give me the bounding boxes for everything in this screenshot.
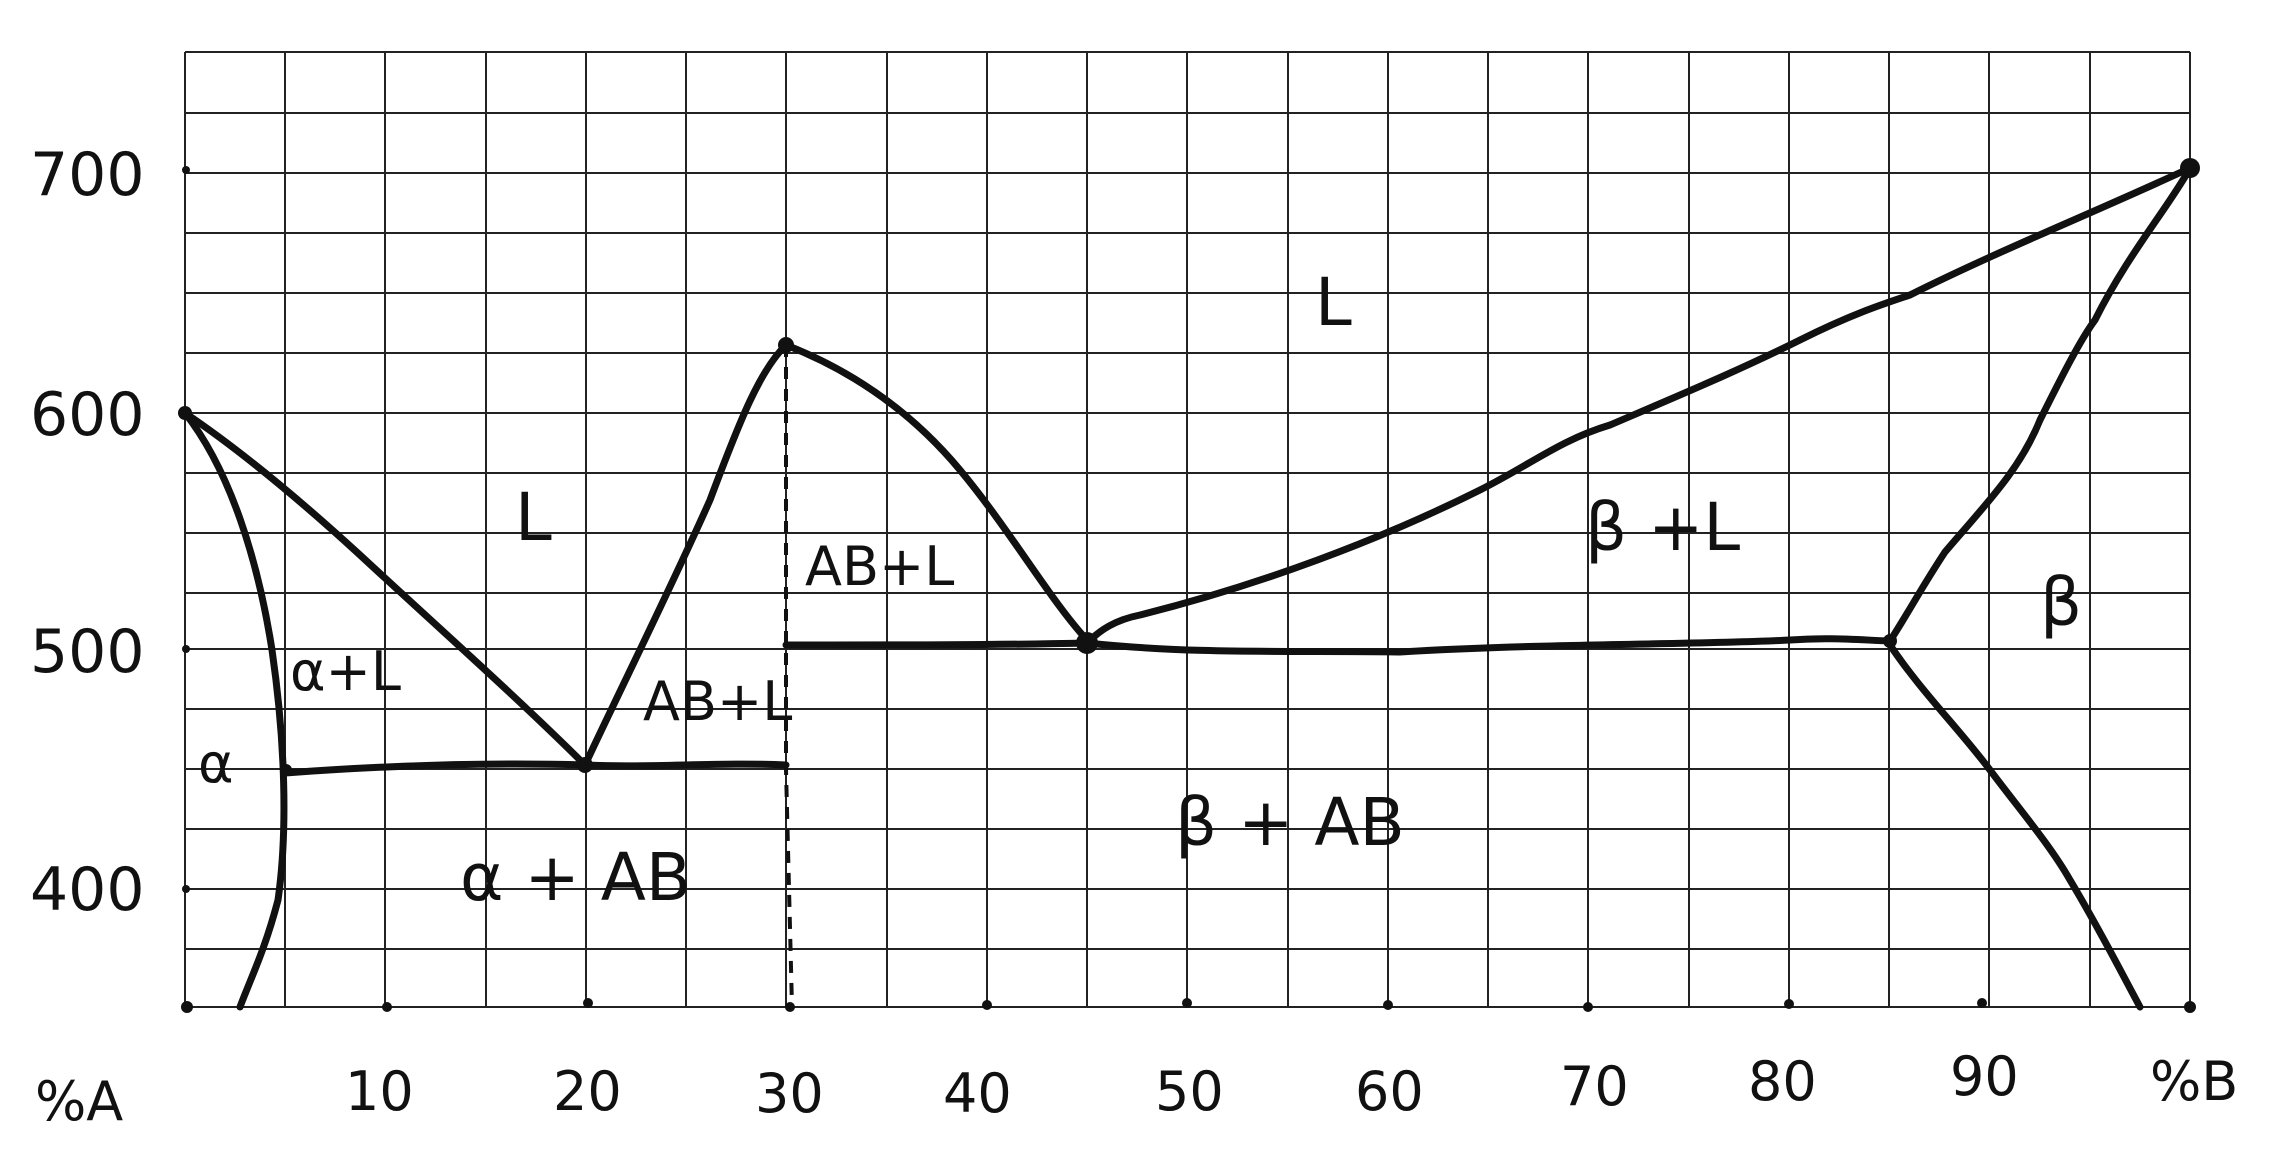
y-tick-label: 700: [30, 140, 145, 210]
eutectic-point-2: [1076, 632, 1098, 654]
y-tick-label: 400: [30, 855, 145, 925]
alpha-solvus-curve: [181, 409, 288, 1011]
x-axis-labels: %A 10 20 30 40 50 60 70 80 90 %B: [35, 1045, 2238, 1133]
region-label-alpha-liquid: α+L: [290, 640, 401, 703]
x-tick-label: 80: [1748, 1050, 1817, 1113]
region-label-beta-ab: β + AB: [1175, 784, 1405, 861]
y-axis-labels: 700 600 500 400: [30, 140, 145, 925]
melting-point-b: [2180, 158, 2200, 178]
ab-compound-line: [784, 345, 794, 1008]
key-points: [178, 158, 2200, 776]
region-label-beta-liquid: β +L: [1585, 489, 1740, 566]
alpha-solubility-point: [280, 764, 292, 776]
liquidus-ab-right-curve: [782, 341, 1091, 644]
region-label-beta: β: [2040, 564, 2082, 641]
eutectic-2-line: [782, 635, 1894, 656]
region-labels: L L α+L α α + AB AB+L AB+L β +L β β + AB: [198, 264, 2082, 916]
x-tick-label: 90: [1950, 1045, 2019, 1108]
melting-point-ab: [778, 337, 794, 353]
beta-solvus-curve: [1886, 641, 2144, 1011]
phase-boundaries: [181, 164, 2194, 1011]
region-label-ab-liquid: AB+L: [805, 535, 954, 598]
region-label-liquid: L: [1315, 264, 1352, 341]
x-tick-label: 50: [1155, 1060, 1224, 1123]
y-tick-label: 600: [30, 380, 145, 450]
x-tick-label: 10: [345, 1060, 414, 1123]
y-tick-label: 500: [30, 617, 145, 687]
x-axis-left-label: %A: [35, 1070, 123, 1133]
x-tick-label: 40: [943, 1062, 1012, 1125]
region-label-liquid: L: [515, 479, 552, 556]
x-tick-label: 30: [755, 1062, 824, 1125]
x-tick-label: 20: [553, 1060, 622, 1123]
region-label-ab-liquid: AB+L: [643, 670, 792, 733]
beta-solidus-curve: [1886, 164, 2194, 645]
region-label-alpha: α: [198, 732, 234, 795]
grid: [184, 51, 2191, 1008]
x-axis-right-label: %B: [2150, 1050, 2238, 1113]
liquidus-b-curve: [1083, 164, 2194, 647]
eutectic-point-1: [577, 757, 593, 773]
liquidus-a-curve: [181, 409, 589, 769]
liquidus-ab-left-curve: [581, 341, 790, 769]
region-label-alpha-ab: α + AB: [460, 839, 691, 916]
axis-ticks: [181, 166, 2196, 1013]
x-tick-label: 70: [1560, 1055, 1629, 1118]
beta-solubility-point: [1883, 634, 1897, 648]
x-tick-label: 60: [1355, 1060, 1424, 1123]
